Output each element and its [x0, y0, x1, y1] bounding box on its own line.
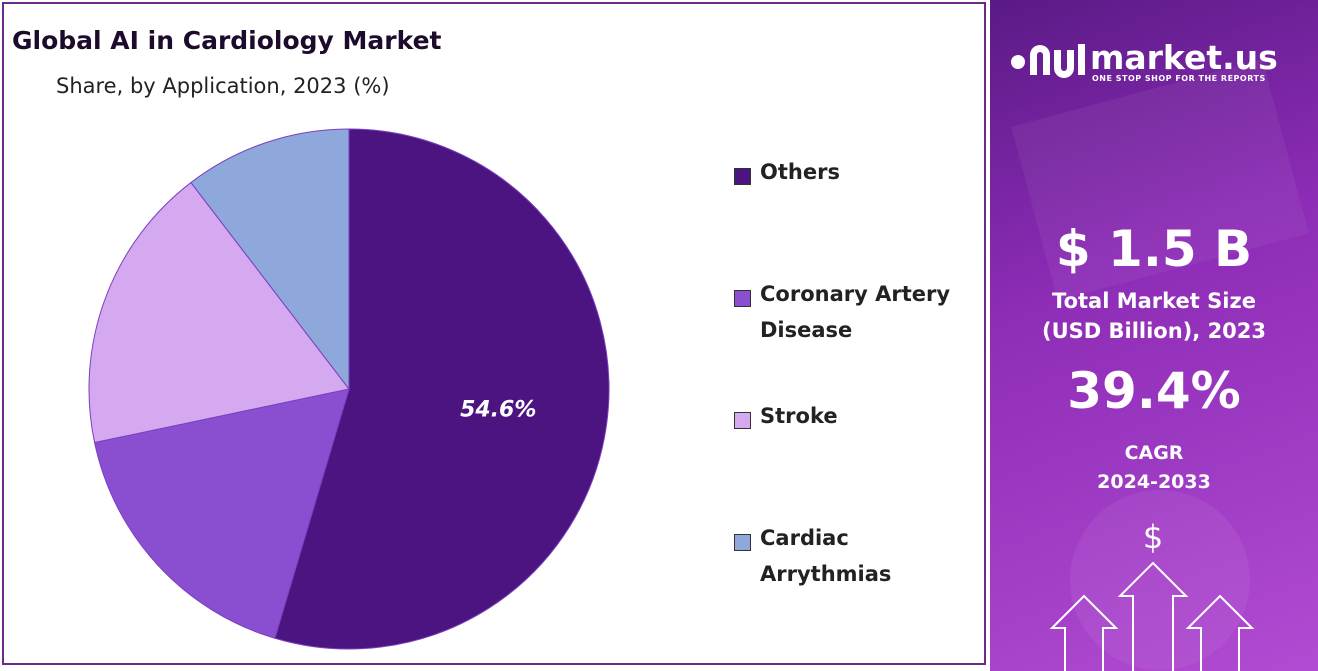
- tagline: ONE STOP SHOP FOR THE REPORTS: [1092, 74, 1266, 83]
- logo-mark: [1011, 44, 1085, 78]
- legend-swatch: [734, 290, 751, 307]
- sidebar-decor: $: [1011, 44, 1309, 671]
- legend-label: Coronary Artery Disease: [760, 282, 951, 342]
- legend-swatch: [734, 534, 751, 551]
- cagr-caption: 2024-2033: [1097, 471, 1211, 493]
- chart-title: Global AI in Cardiology Market: [12, 26, 442, 55]
- sidebar: $ market.us ONE STOP SHOP FOR THE REPORT…: [990, 0, 1318, 671]
- legend-item: Others: [734, 160, 974, 190]
- dollar-icon: $: [1143, 518, 1163, 556]
- legend-label: Stroke: [760, 404, 838, 428]
- legend-item: Stroke: [734, 404, 974, 434]
- chart-subtitle: Share, by Application, 2023 (%): [56, 74, 390, 98]
- legend-item: Coronary Artery Disease: [734, 282, 974, 348]
- legend-label: Others: [760, 160, 840, 184]
- pie-slice: [190, 128, 350, 391]
- decor: [1011, 59, 1309, 301]
- legend-swatch: [734, 168, 751, 185]
- market-size-caption: (USD Billion), 2023: [1041, 319, 1267, 343]
- pie-chart: 54.6%: [88, 128, 610, 650]
- chart-area: 54.6% Global AI in Cardiology Market Sha…: [2, 2, 986, 665]
- brand: market.us: [1090, 38, 1278, 77]
- pie-slice: [93, 388, 350, 639]
- legend-label: Cardiac Arrythmias: [760, 526, 892, 586]
- pie-slice: [274, 128, 610, 650]
- data-label: 54.6%: [460, 398, 536, 423]
- legend-swatch: [734, 412, 751, 429]
- cagr-value: 39.4%: [1067, 362, 1241, 420]
- pie-slice: [88, 181, 350, 444]
- cagr-caption: CAGR: [1124, 442, 1184, 464]
- market-size-caption: Total Market Size: [1052, 289, 1256, 313]
- market-size: $ 1.5 B: [1055, 220, 1253, 278]
- legend-item: Cardiac Arrythmias: [734, 526, 974, 592]
- decor: [1070, 490, 1250, 670]
- arrows: [1049, 561, 1255, 671]
